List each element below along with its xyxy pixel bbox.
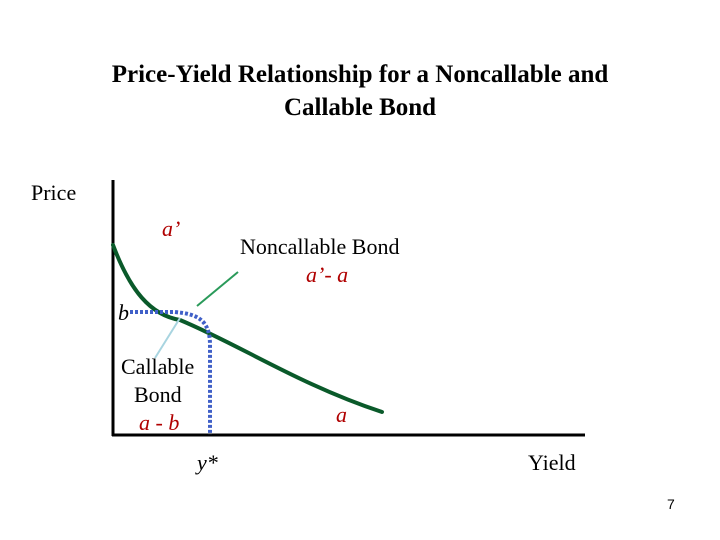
point-b-label: b (118, 300, 129, 325)
point-a-label: a (336, 402, 347, 427)
callable-pointer (154, 317, 181, 359)
callable-bond-label-line-2: Bond (134, 382, 182, 407)
x-axis-label: Yield (528, 450, 576, 475)
callable-bond-label-line-1: Callable (121, 354, 195, 379)
slide-title: Price-Yield Relationship for a Noncallab… (0, 58, 720, 124)
point-a-prime-label: a’ (162, 216, 181, 241)
title-line-1: Price-Yield Relationship for a Noncallab… (111, 61, 609, 88)
title-line-2: Callable Bond (283, 94, 437, 121)
y-star-label: y* (197, 450, 218, 475)
noncallable-bond-label: Noncallable Bond (240, 234, 400, 259)
y-axis-label: Price (31, 180, 77, 205)
noncallable-pointer (196, 271, 239, 307)
callable-range-label: a - b (139, 410, 180, 435)
callable-dotted-curve (130, 310, 212, 435)
noncallable-range-label: a’- a (306, 262, 349, 287)
page-number: 7 (667, 496, 675, 512)
noncallable-curve (111, 243, 384, 414)
